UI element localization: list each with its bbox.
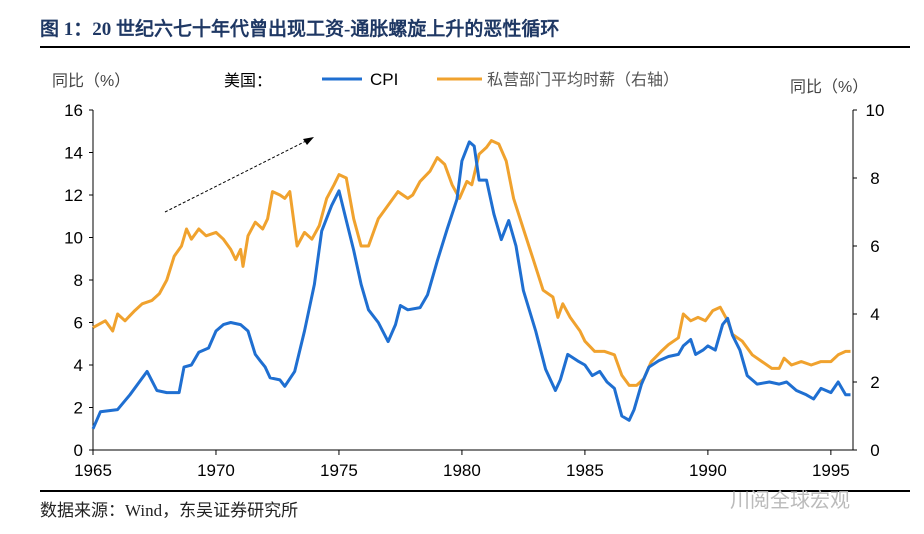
- left-tick-label: 14: [64, 144, 83, 163]
- legend-prefix: 美国：: [224, 72, 272, 90]
- x-tick-label: 1965: [74, 461, 112, 480]
- wage-series-line: [92, 139, 851, 387]
- x-tick-label: 1995: [812, 461, 850, 480]
- legend-label-cpi: CPI: [370, 70, 398, 89]
- left-tick-label: 10: [64, 229, 83, 248]
- left-tick-label: 8: [74, 271, 83, 290]
- x-tick-label: 1985: [566, 461, 604, 480]
- right-tick-label: 8: [870, 169, 879, 188]
- right-axis-label: 同比（%）: [790, 78, 868, 96]
- legend-label-wage: 私营部门平均时薪（右轴）: [487, 71, 679, 89]
- watermark: 川阅全球宏观: [730, 490, 850, 512]
- left-tick-label: 4: [74, 356, 83, 375]
- right-tick-label: 6: [870, 237, 879, 256]
- trend-arrowhead: [303, 137, 314, 145]
- x-tick-label: 1990: [689, 461, 727, 480]
- figure-title: 图 1：20 世纪六七十年代曾出现工资-通胀螺旋上升的恶性循环: [40, 19, 560, 40]
- right-tick-label: 10: [866, 101, 885, 120]
- left-axis-label: 同比（%）: [52, 72, 130, 90]
- left-tick-label: 16: [64, 101, 83, 120]
- right-tick-label: 0: [870, 441, 879, 460]
- right-tick-label: 2: [870, 373, 879, 392]
- x-tick-label: 1970: [197, 461, 235, 480]
- x-tick-label: 1975: [320, 461, 358, 480]
- source-note: 数据来源：Wind，东吴证券研究所: [40, 501, 299, 520]
- left-tick-label: 2: [74, 399, 83, 418]
- trend-arrow: [164, 139, 309, 213]
- left-tick-label: 12: [64, 186, 83, 205]
- right-tick-label: 4: [870, 305, 879, 324]
- left-tick-label: 0: [74, 441, 83, 460]
- x-tick-label: 1980: [443, 461, 481, 480]
- left-tick-label: 6: [74, 314, 83, 333]
- cpi-series-line: [91, 140, 851, 430]
